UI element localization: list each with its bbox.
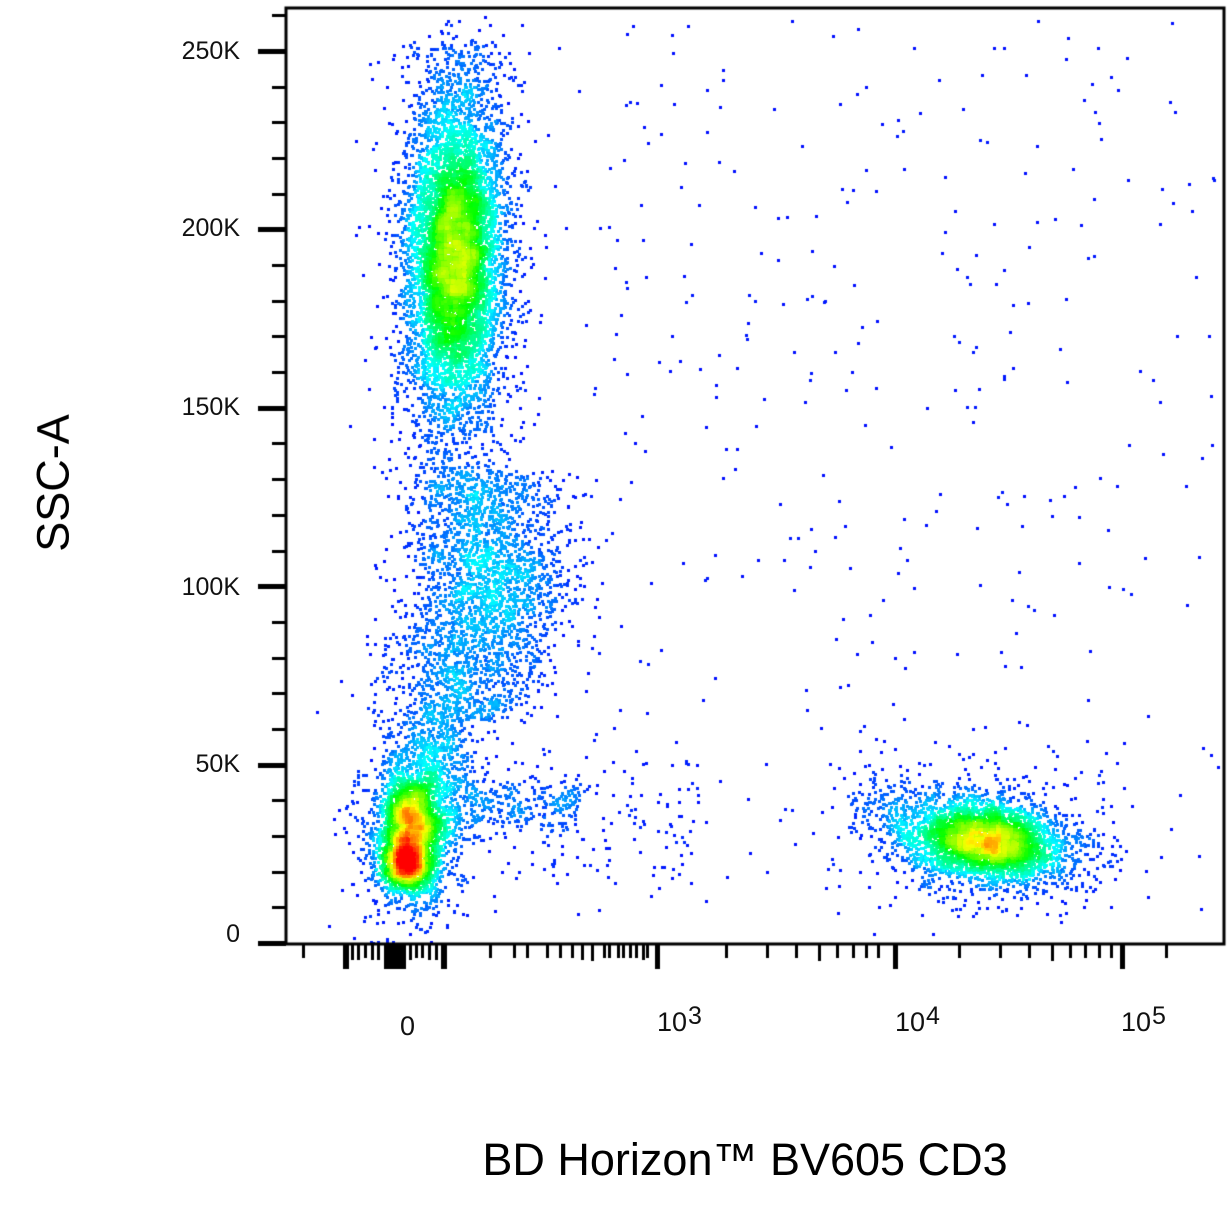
y-tick-label-250k: 250K [181,37,240,65]
x-tick-label-1e3: 103 [657,1002,702,1037]
y-tick-label-100k: 100K [181,573,240,601]
x-tick-label-0: 0 [400,1011,416,1041]
y-tick-label-0: 0 [226,920,240,948]
y-axis-title: SSC-A [27,414,79,552]
x-axis-title: BD Horizon™ BV605 CD3 [482,1134,1008,1185]
y-tick-label-150k: 150K [181,393,240,421]
x-tick-label-1e4: 104 [895,1002,940,1037]
y-tick-label-200k: 200K [181,214,240,242]
y-tick-label-50k: 50K [195,750,240,778]
x-tick-label-1e5: 105 [1121,1002,1166,1037]
